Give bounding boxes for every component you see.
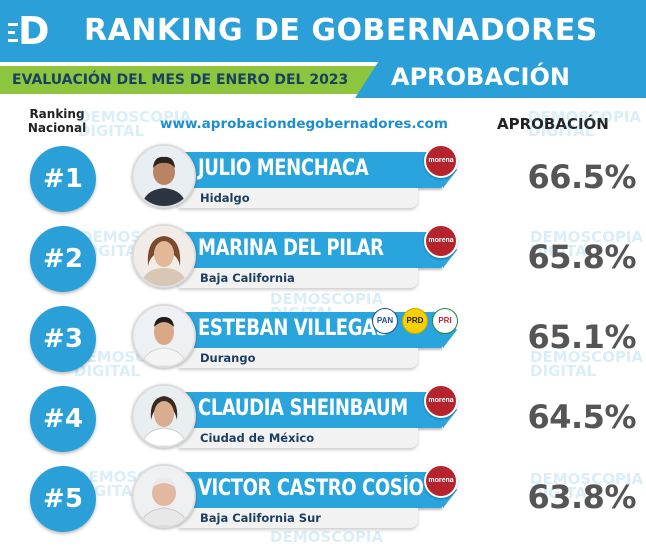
ranking-row: #1 JULIO MENCHACA Hidalgo morena 66.5% (0, 142, 646, 218)
rank-badge: #3 (30, 306, 96, 372)
prd-party-icon: PRD (402, 308, 428, 334)
rank-badge: #1 (30, 146, 96, 212)
governor-photo (132, 144, 196, 208)
approval-tab (355, 62, 646, 98)
name-bar (178, 472, 457, 508)
ranking-row: #5 VICTOR CASTRO COSÍO Baja California S… (0, 462, 646, 538)
governor-name: JULIO MENCHACA (198, 156, 369, 181)
demoscopia-logo: D (8, 9, 52, 53)
governor-state: Baja California (200, 271, 295, 285)
governor-photo (132, 384, 196, 448)
morena-party-icon: morena (424, 224, 458, 258)
state-bar (178, 348, 418, 368)
approval-column-header: APROBACIÓN (497, 115, 609, 133)
page-title: RANKING DE GOBERNADORES (84, 13, 598, 48)
subtitle-band (0, 66, 395, 94)
approval-value: 66.5% (527, 158, 636, 196)
state-bar (178, 508, 418, 528)
approval-value: 65.8% (527, 238, 636, 276)
rank-badge: #5 (30, 466, 96, 532)
governor-photo (132, 304, 196, 368)
morena-party-icon: morena (424, 144, 458, 178)
approval-value: 64.5% (527, 398, 636, 436)
ranking-row: #4 CLAUDIA SHEINBAUM Ciudad de México mo… (0, 382, 646, 458)
state-bar (178, 268, 418, 288)
ranking-row: #3 ESTEBAN VILLEGAS Durango PAN PRD PRI … (0, 302, 646, 378)
rank-badge: #4 (30, 386, 96, 452)
morena-party-icon: morena (424, 384, 458, 418)
approval-value: 65.1% (527, 318, 636, 356)
governor-state: Baja California Sur (200, 511, 321, 525)
rank-badge: #2 (30, 226, 96, 292)
governor-photo (132, 464, 196, 528)
ranking-row: #2 MARINA DEL PILAR Baja California more… (0, 222, 646, 298)
governor-name: ESTEBAN VILLEGAS (198, 316, 389, 341)
approval-value: 63.8% (527, 478, 636, 516)
approval-tab-label: APROBACIÓN (391, 63, 570, 91)
governor-name: MARINA DEL PILAR (198, 236, 384, 261)
governor-photo (132, 224, 196, 288)
name-bar (178, 312, 457, 348)
state-bar (178, 428, 418, 448)
website-url: www.aprobaciondegobernadores.com (160, 116, 448, 132)
governor-name: CLAUDIA SHEINBAUM (198, 396, 408, 421)
governor-state: Ciudad de México (200, 431, 315, 445)
rank-column-header: Ranking Nacional (27, 107, 87, 135)
page-subtitle: EVALUACIÓN DEL MES DE ENERO DEL 2023 (12, 72, 349, 88)
governor-name: VICTOR CASTRO COSÍO (198, 476, 424, 501)
pri-party-icon: PRI (432, 308, 458, 334)
pan-party-icon: PAN (372, 308, 398, 334)
governor-state: Durango (200, 351, 256, 365)
governor-state: Hidalgo (200, 191, 250, 205)
state-bar (178, 188, 418, 208)
header-banner: D RANKING DE GOBERNADORES (0, 0, 646, 62)
morena-party-icon: morena (424, 464, 458, 498)
